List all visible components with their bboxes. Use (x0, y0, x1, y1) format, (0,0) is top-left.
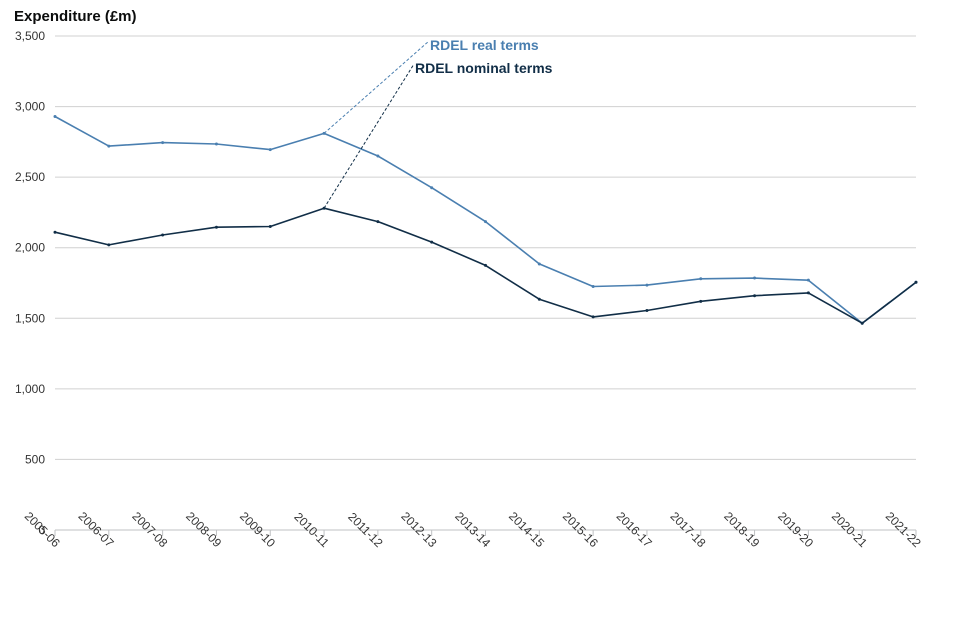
y-tick-label: 3,000 (15, 100, 45, 114)
x-axis: 2005-06 2006-07 2007-08 2008-09 2009-10 2010-… (22, 509, 924, 550)
y-axis-ticks: 0 500 1,000 1,500 2,000 2,500 3,000 3,500 (15, 29, 45, 537)
data-point (645, 309, 649, 313)
data-point (268, 225, 272, 229)
series-leader-line (323, 63, 415, 209)
series-lines (53, 114, 918, 325)
data-point (214, 225, 218, 229)
data-point (430, 240, 434, 244)
data-point (53, 230, 57, 234)
data-point (860, 321, 864, 325)
data-point (699, 277, 703, 281)
data-point (806, 291, 810, 295)
data-point (107, 243, 111, 247)
y-tick-label: 1,500 (15, 311, 45, 325)
series-line (54, 115, 917, 325)
y-tick-label: 2,000 (15, 241, 45, 255)
y-tick-label: 2,500 (15, 170, 45, 184)
data-point (753, 294, 757, 298)
data-point (806, 278, 810, 282)
data-point (107, 144, 111, 148)
data-point (430, 186, 434, 190)
data-point (484, 263, 487, 267)
gridlines (55, 35, 916, 531)
y-axis-title: Expenditure (£m) (14, 8, 137, 25)
data-point (753, 276, 757, 280)
data-point (214, 142, 218, 146)
data-point (268, 148, 272, 152)
y-tick-label: 3,500 (15, 29, 45, 43)
data-point (591, 315, 595, 319)
data-point (645, 283, 649, 287)
data-point (537, 297, 541, 301)
data-point (914, 280, 918, 284)
y-tick-label: 1,000 (15, 382, 45, 396)
series-leader-line (323, 40, 430, 134)
data-point (484, 220, 487, 224)
series-labels: RDEL real terms RDEL nominal terms (323, 37, 553, 209)
data-point (537, 262, 541, 266)
y-tick-label: 500 (25, 452, 45, 466)
data-point (161, 233, 165, 237)
data-point (376, 154, 380, 158)
data-point (53, 114, 57, 118)
y-tick-label: 0 (38, 523, 45, 537)
data-point (376, 220, 380, 224)
data-point (161, 141, 165, 145)
series-label: RDEL nominal terms (415, 60, 553, 76)
data-point (699, 299, 703, 303)
data-point (591, 285, 595, 289)
series-label: RDEL real terms (430, 37, 539, 53)
